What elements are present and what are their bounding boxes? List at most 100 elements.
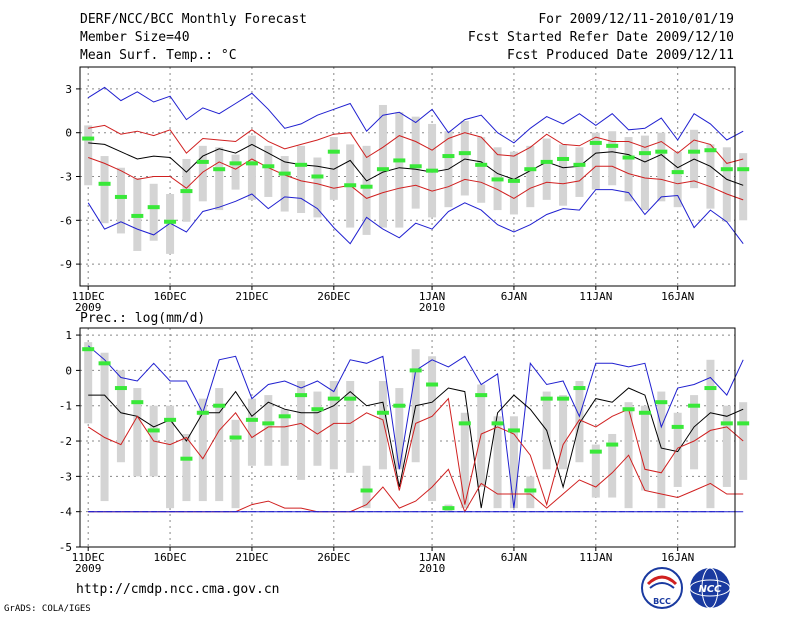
x-tick-label: 1JAN: [419, 551, 446, 564]
median-marker: [196, 159, 209, 164]
ensemble-box: [575, 380, 584, 463]
ensemble-box: [378, 104, 387, 228]
ensemble-box: [280, 156, 289, 212]
ensemble-box: [395, 388, 404, 470]
y-tick-label: -4: [59, 506, 73, 519]
ensemble-box: [231, 154, 240, 190]
median-marker: [262, 164, 275, 169]
median-marker: [507, 178, 520, 183]
median-marker: [376, 410, 389, 415]
ensemble-box: [264, 395, 273, 466]
median-marker: [114, 386, 127, 391]
ensemble-box: [149, 183, 158, 241]
median-marker: [213, 403, 226, 408]
ensemble-box: [559, 144, 568, 206]
median-marker: [671, 424, 684, 429]
ensemble-box: [329, 380, 338, 470]
x-tick-label: 11DEC: [72, 551, 105, 564]
ncc-logo: NCC: [689, 567, 731, 609]
median-marker: [524, 167, 537, 172]
y-tick-label: -1: [59, 400, 72, 413]
ensemble-box: [84, 342, 93, 424]
median-marker: [589, 140, 602, 145]
chart-title: DERF/NCC/BCC Monthly Forecast: [80, 12, 307, 27]
median-marker: [737, 167, 750, 172]
ensemble-box: [509, 416, 518, 509]
y-tick-label: -2: [59, 435, 72, 448]
ensemble-box: [542, 138, 551, 200]
median-marker: [557, 156, 570, 161]
ensemble-box: [166, 405, 175, 509]
y-tick-label: 0: [65, 127, 72, 140]
x-tick-year-label: 2010: [419, 301, 446, 314]
median-marker: [147, 205, 160, 210]
ensemble-box: [100, 352, 109, 502]
median-marker: [622, 155, 635, 160]
forecast-start-date: Fcst Started Refer Date 2009/12/10: [467, 30, 734, 45]
bcc-logo-text: BCC: [653, 597, 671, 606]
ensemble-box: [690, 395, 699, 470]
ensemble-box: [198, 398, 207, 502]
median-marker: [213, 167, 226, 172]
median-marker: [524, 488, 537, 493]
ensemble-box: [722, 147, 731, 222]
x-tick-label: 11JAN: [579, 551, 612, 564]
ensemble-box: [493, 416, 502, 509]
median-marker: [720, 167, 733, 172]
ensemble-box: [297, 145, 306, 213]
ensemble-box: [706, 359, 715, 509]
median-marker: [442, 506, 455, 511]
ensemble-box: [362, 145, 371, 235]
median-marker: [442, 154, 455, 159]
median-marker: [704, 148, 717, 153]
ensemble-box: [591, 132, 600, 190]
forecast-period: For 2009/12/11-2010/01/19: [538, 12, 734, 27]
x-tick-year-label: 2009: [75, 301, 102, 314]
ensemble-box: [657, 132, 666, 202]
ensemble-box: [329, 137, 338, 200]
median-marker: [278, 171, 291, 176]
median-marker: [98, 361, 111, 366]
source-url[interactable]: http://cmdp.ncc.cma.gov.cn: [76, 582, 280, 597]
median-marker: [638, 151, 651, 156]
x-tick-label: 16DEC: [154, 551, 187, 564]
median-marker: [573, 162, 586, 167]
bcc-logo: BCC: [641, 567, 683, 609]
ensemble-box: [362, 465, 371, 509]
y-tick-label: -5: [59, 541, 72, 554]
x-tick-label: 6JAN: [501, 290, 528, 303]
median-marker: [688, 403, 701, 408]
median-marker: [131, 400, 144, 405]
ensemble-box: [657, 391, 666, 509]
y-tick-label: -3: [59, 470, 72, 483]
median-marker: [720, 421, 733, 426]
ensemble-box: [100, 156, 109, 224]
median-marker: [327, 396, 340, 401]
median-marker: [180, 189, 193, 194]
median-marker: [393, 403, 406, 408]
x-tick-label: 21DEC: [235, 290, 268, 303]
median-marker: [98, 181, 111, 186]
x-tick-label: 1JAN: [419, 290, 446, 303]
x-tick-label: 16DEC: [154, 290, 187, 303]
median-marker: [229, 435, 242, 440]
ensemble-box: [608, 433, 617, 498]
forecast-produced-date: Fcst Produced Date 2009/12/11: [507, 48, 734, 63]
median-marker: [344, 183, 357, 188]
median-marker: [393, 158, 406, 163]
median-marker: [344, 396, 357, 401]
ensemble-box: [673, 412, 682, 487]
ensemble-box: [509, 151, 518, 215]
median-marker: [409, 164, 422, 169]
x-tick-label: 11DEC: [72, 290, 105, 303]
ensemble-box: [247, 135, 256, 200]
median-marker: [426, 168, 439, 173]
ncc-logo-text: NCC: [698, 584, 722, 595]
median-marker: [507, 428, 520, 433]
ensemble-box: [313, 391, 322, 466]
ensemble-box: [591, 444, 600, 498]
plot-frame: [79, 327, 736, 548]
